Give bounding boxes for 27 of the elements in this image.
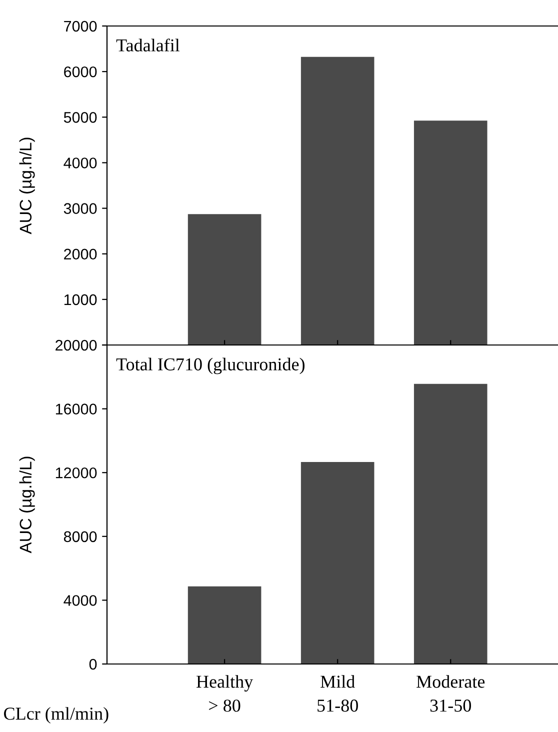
y-tick-label: 0 xyxy=(89,658,97,670)
y-tick-label: 16000 xyxy=(56,404,97,414)
y-axis-title: AUC (µg.h/L) xyxy=(19,138,35,234)
y-tick-label: 7000 xyxy=(64,20,97,32)
y-tick-label: 6000 xyxy=(64,66,97,78)
bar xyxy=(188,586,262,664)
y-tick-label: 4000 xyxy=(64,595,97,606)
text: Tadalafil xyxy=(116,38,180,52)
y-tick-label: 20000 xyxy=(56,340,97,351)
y-tick-label: 4000 xyxy=(64,158,97,168)
y-tick-label: 12000 xyxy=(56,467,97,478)
bar xyxy=(414,120,488,345)
y-tick-label: 5000 xyxy=(64,112,97,123)
y-tick-label: 3000 xyxy=(64,203,97,214)
x-tick-label: Mild 51-80 xyxy=(318,675,358,712)
y-tick-label: 8000 xyxy=(64,531,97,542)
text: CLcr (ml/min) xyxy=(4,707,108,724)
y-tick-label: 2000 xyxy=(64,248,97,260)
bar xyxy=(300,56,374,345)
bar xyxy=(188,214,262,345)
y-tick-label: 1000 xyxy=(64,294,97,306)
x-tick-label: Healthy > 80 xyxy=(196,675,254,712)
bar xyxy=(414,384,488,664)
bar xyxy=(300,462,374,664)
x-tick-label: Moderate 31-50 xyxy=(416,675,485,712)
y-axis-title: AUC (µg.h/L) xyxy=(19,456,35,554)
text: Total IC710 (glucuronide) xyxy=(116,358,304,374)
